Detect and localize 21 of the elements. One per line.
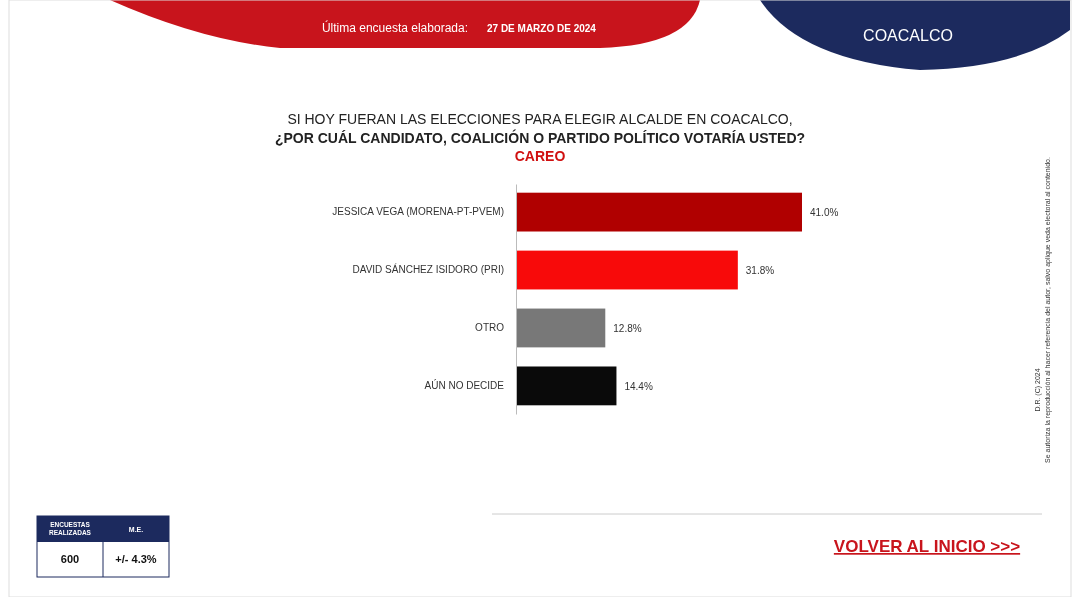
y-tick-label: DAVID SÁNCHEZ ISIDORO (PRI) [352,263,504,276]
bar [516,250,738,290]
text: VOLVER AL INICIO >>> [833,537,1021,556]
text: 27 DE MARZO DE 2024 [487,23,597,34]
bar [516,192,802,232]
chart-subtitle: ¿POR CUÁL CANDIDATO, COALICIÓN O PARTIDO POLÍTICO VOTARÍA USTED? [274,129,806,146]
data-label: 31.8% [745,265,775,277]
y-tick-label: AÚN NO DECIDE [424,379,505,392]
text: COACALCO [863,27,953,44]
data-label: 41.0% [810,207,839,219]
text: CAREO [514,148,566,164]
text: 600 [60,553,80,565]
text: +/- 4.3% [115,553,157,565]
y-tick-label: OTRO [475,322,505,334]
data-label: 14.4% [624,380,653,392]
text: Última encuesta elaborada: [321,20,468,35]
bar [516,366,617,406]
bar [516,308,606,348]
chart-title: SI HOY FUERAN LAS ELECCIONES PARA ELEGIR ALCALDE EN COACALCO, [287,111,793,127]
y-tick-label: JESSICA VEGA (MORENA-PT-PVEM) [332,206,504,218]
data-label: 12.8% [613,322,642,334]
